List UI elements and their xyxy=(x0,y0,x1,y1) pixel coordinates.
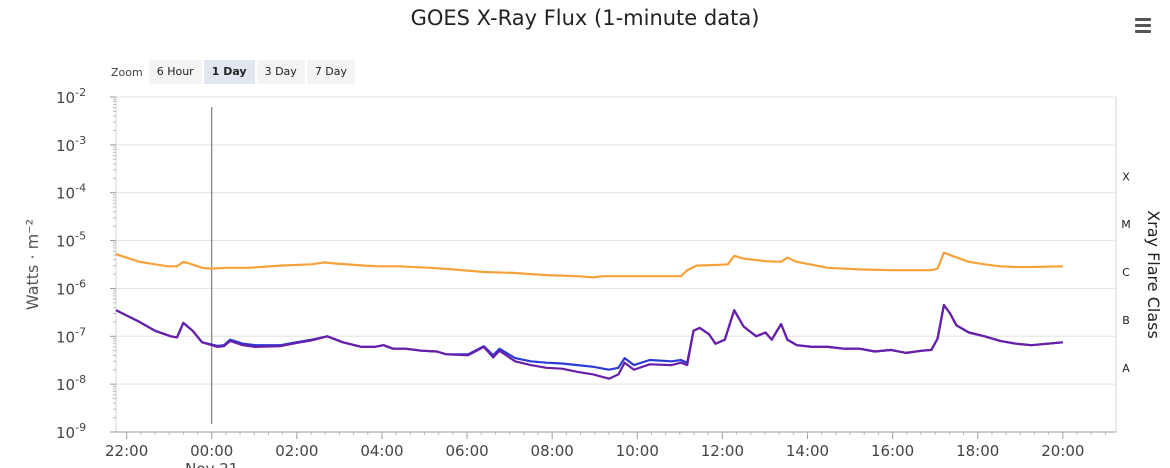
y-tick-base: 10 xyxy=(56,233,75,251)
y-tick-exponent: -4 xyxy=(75,182,86,195)
x-tick-label: 18:00 xyxy=(956,442,999,460)
labels: 10-210-310-410-510-610-710-810-922:00 00:… xyxy=(23,86,1163,468)
zoom-6-hour-button[interactable]: 6 Hour xyxy=(148,60,202,84)
y-tick-label: 10-5 xyxy=(56,230,86,251)
flux-series-line-2 xyxy=(115,303,1063,371)
flare-class-label: M xyxy=(1121,218,1131,231)
grid xyxy=(115,96,1117,433)
y-tick-exponent: -3 xyxy=(75,134,86,147)
x-tick-label: 20:00 xyxy=(1041,442,1084,460)
flare-class-label: X xyxy=(1122,170,1130,183)
y-tick-base: 10 xyxy=(56,376,75,394)
y-tick-exponent: -6 xyxy=(75,277,86,290)
y-tick-exponent: -5 xyxy=(75,230,86,243)
y-tick-base: 10 xyxy=(56,328,75,346)
y-tick-base: 10 xyxy=(56,89,75,107)
x-tick-label: 08:00 xyxy=(531,442,574,460)
date-label: Nov 21 xyxy=(185,460,238,468)
zoom-toolbar: Zoom 6 Hour 1 Day 3 Day 7 Day xyxy=(111,60,357,84)
x-tick-label: 00:00 xyxy=(190,442,233,460)
y-tick-label: 10-9 xyxy=(56,421,86,442)
flux-series-line-1 xyxy=(115,251,1063,279)
x-tick-label: 04:00 xyxy=(360,442,403,460)
flux-series-line-3 xyxy=(115,303,1063,380)
y-tick-exponent: -7 xyxy=(75,325,86,338)
y-tick-label: 10-2 xyxy=(56,86,86,107)
x-tick-label: 06:00 xyxy=(445,442,488,460)
y-tick-exponent: -8 xyxy=(75,373,86,386)
y-tick-exponent: -2 xyxy=(75,86,86,99)
x-tick-label: 02:00 xyxy=(275,442,318,460)
x-tick-label: 16:00 xyxy=(871,442,914,460)
axes xyxy=(110,96,1116,439)
y-tick-exponent: -9 xyxy=(75,421,86,434)
zoom-1-day-button[interactable]: 1 Day xyxy=(203,60,255,84)
y-tick-base: 10 xyxy=(56,424,75,442)
plot-frame xyxy=(115,96,1117,433)
flare-class-label: A xyxy=(1122,362,1130,375)
hamburger-menu-icon[interactable] xyxy=(1133,16,1153,34)
y-tick-base: 10 xyxy=(56,280,75,298)
y-tick-label: 10-8 xyxy=(56,373,86,394)
chart-title: GOES X-Ray Flux (1-minute data) xyxy=(410,6,760,30)
x-tick-label: 12:00 xyxy=(701,442,744,460)
y-tick-label: 10-4 xyxy=(56,182,86,203)
x-tick-label: 10:00 xyxy=(616,442,659,460)
y-tick-base: 10 xyxy=(56,185,75,203)
y-tick-base: 10 xyxy=(56,137,75,155)
y-tick-label: 10-7 xyxy=(56,325,86,346)
y-tick-label: 10-6 xyxy=(56,277,86,298)
y-tick-label: 10-3 xyxy=(56,134,86,155)
zoom-3-day-button[interactable]: 3 Day xyxy=(256,60,305,84)
zoom-label: Zoom xyxy=(111,65,143,79)
x-tick-label: 14:00 xyxy=(786,442,829,460)
right-axis-title: Xray Flare Class xyxy=(1144,210,1163,339)
series-group xyxy=(115,251,1063,380)
x-tick-label: 22:00 xyxy=(105,442,148,460)
flare-class-label: B xyxy=(1122,314,1130,327)
zoom-7-day-button[interactable]: 7 Day xyxy=(306,60,356,84)
flare-class-label: C xyxy=(1122,266,1130,279)
y-axis-title: Watts · m⁻² xyxy=(23,219,42,310)
